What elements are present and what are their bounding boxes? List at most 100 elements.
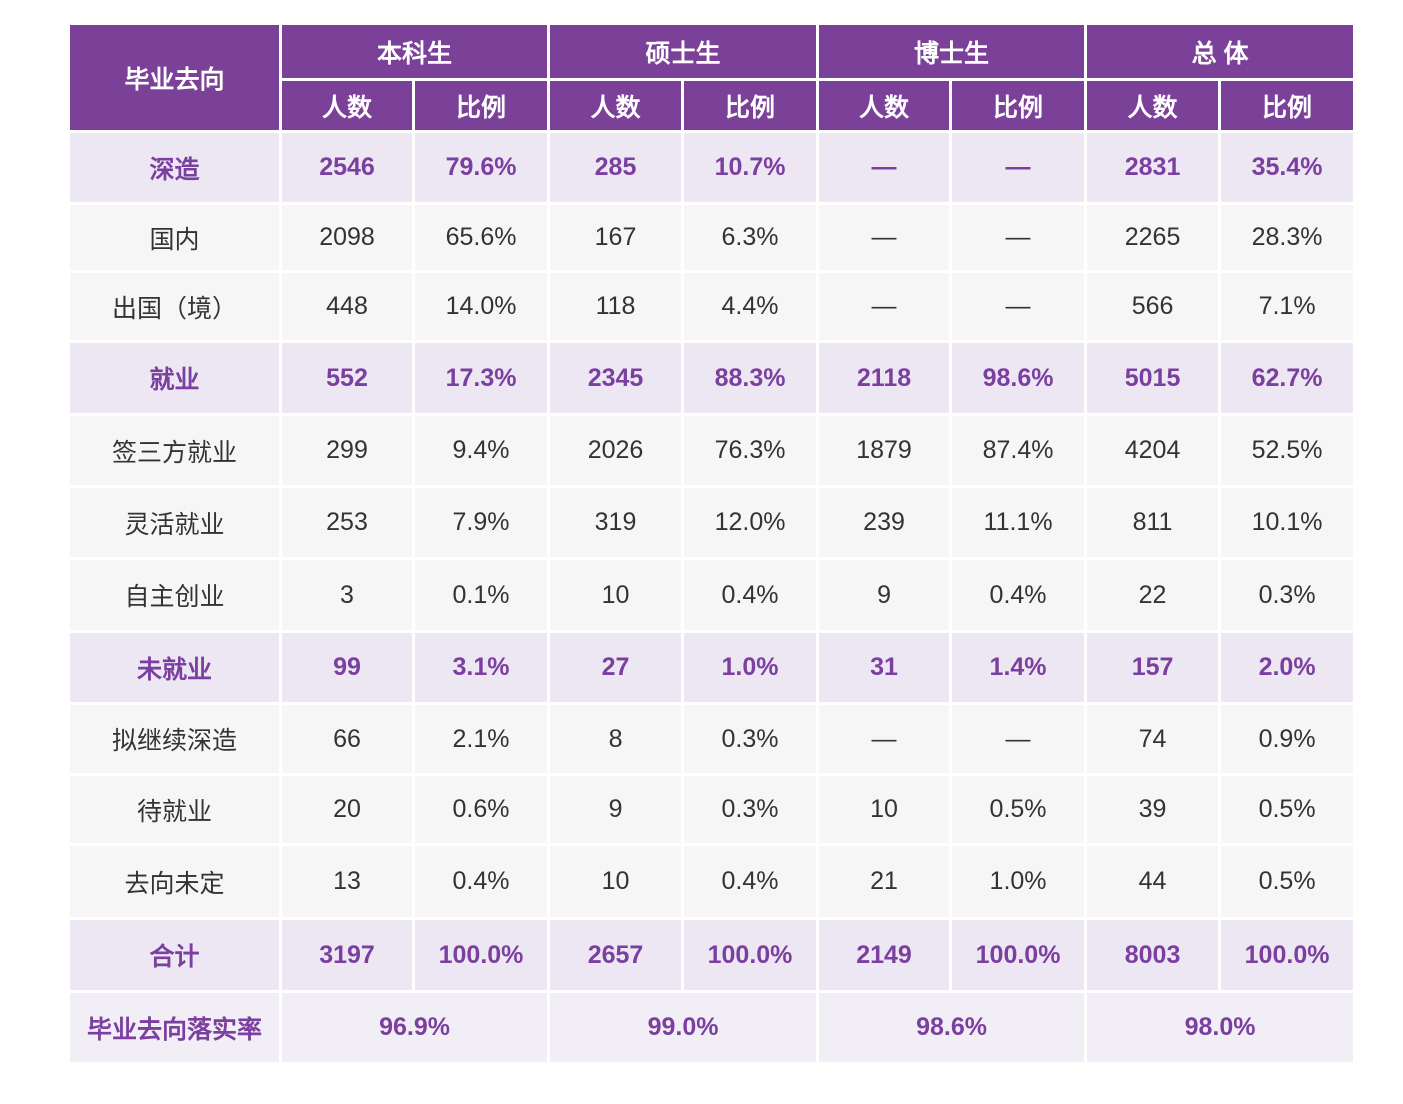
header-row: 毕业去向 本科生 硕士生 博士生总 体	[67, 22, 1357, 133]
cell: 0.1%	[411, 557, 551, 633]
cell: 1879	[816, 413, 953, 488]
rate-cell: 96.9%	[278, 990, 551, 1065]
row-label: 待就业	[67, 773, 282, 846]
data-row: 合计 3197 100.0% 2657 100.0% 2149 100.0% 8003 100.…	[67, 917, 1357, 993]
destination-table: 毕业去向 本科生 硕士生 博士生总 体 人数 比例 人数 比例 人数 比例 人数 比例 深造 254…	[67, 22, 1357, 1065]
cell: 2.0%	[1218, 630, 1357, 705]
cell: 88.3%	[681, 340, 820, 416]
cell: 0.3%	[1218, 557, 1357, 633]
cell: 2098	[279, 202, 415, 273]
cell: 3	[279, 557, 415, 633]
cell: 99	[279, 630, 415, 705]
cell: 44	[1084, 843, 1222, 920]
cell: 27	[547, 630, 685, 705]
cell: 22	[1084, 557, 1222, 633]
rate-row: 毕业去向落实率 96.9% 99.0% 98.6% 98.0%	[67, 990, 1357, 1065]
data-row: 签三方就业 299 9.4% 2026 76.3% 1879 87.4% 4204 52.5%	[67, 413, 1357, 488]
cell: 9	[547, 773, 685, 846]
corner-header: 毕业去向	[67, 22, 282, 133]
cell: 0.6%	[411, 773, 551, 846]
cell: 2118	[816, 340, 953, 416]
cell: 0.5%	[1218, 843, 1357, 920]
cell: —	[949, 202, 1088, 273]
sub-header: 人数	[279, 78, 415, 133]
sub-header: 比例	[681, 78, 820, 133]
cell: 14.0%	[411, 270, 551, 343]
data-row: 出国（境） 448 14.0% 118 4.4% — —566 7.1%	[67, 270, 1357, 343]
cell: 285	[547, 130, 685, 205]
row-label: 签三方就业	[67, 413, 282, 488]
cell: 66	[279, 702, 415, 776]
cell: 566	[1084, 270, 1222, 343]
cell: —	[949, 702, 1088, 776]
cell: 1.4%	[949, 630, 1088, 705]
cell: 79.6%	[411, 130, 551, 205]
cell: 6.3%	[681, 202, 820, 273]
cell: —	[816, 202, 953, 273]
cell: 10.1%	[1218, 485, 1357, 560]
cell: 0.4%	[681, 557, 820, 633]
cell: —	[949, 270, 1088, 343]
cell: 4.4%	[681, 270, 820, 343]
cell: 552	[279, 340, 415, 416]
cell: 2.1%	[411, 702, 551, 776]
cell: 448	[279, 270, 415, 343]
cell: 39	[1084, 773, 1222, 846]
cell: 7.1%	[1218, 270, 1357, 343]
cell: —	[816, 270, 953, 343]
cell: 167	[547, 202, 685, 273]
rate-cell: 98.0%	[1084, 990, 1357, 1065]
cell: 28.3%	[1218, 202, 1357, 273]
row-label: 灵活就业	[67, 485, 282, 560]
cell: 2026	[547, 413, 685, 488]
table-head: 毕业去向 本科生 硕士生 博士生总 体 人数 比例 人数 比例 人数 比例 人数 比例	[67, 22, 1357, 133]
cell: 2149	[816, 917, 953, 993]
group-header: 本科生	[278, 22, 551, 81]
cell: 10	[816, 773, 953, 846]
cell: —	[949, 130, 1088, 205]
cell: 17.3%	[411, 340, 551, 416]
cell: 319	[547, 485, 685, 560]
cell: 13	[279, 843, 415, 920]
row-label: 未就业	[67, 630, 282, 705]
sub-header: 比例	[949, 78, 1088, 133]
cell: 9.4%	[411, 413, 551, 488]
cell: 0.5%	[949, 773, 1088, 846]
cell: 10.7%	[681, 130, 820, 205]
subheader-row: 人数 比例 人数 比例 人数 比例 人数 比例	[69, 78, 1357, 133]
table-body: 深造 2546 79.6% 285 10.7% — —2831 35.4% 国内 2098 65.6…	[67, 130, 1357, 1065]
cell: 10	[547, 843, 685, 920]
cell: 299	[279, 413, 415, 488]
cell: 100.0%	[681, 917, 820, 993]
cell: 0.3%	[681, 702, 820, 776]
cell: 7.9%	[411, 485, 551, 560]
cell: 9	[816, 557, 953, 633]
cell: 239	[816, 485, 953, 560]
row-label: 毕业去向落实率	[67, 990, 282, 1065]
cell: 2546	[279, 130, 415, 205]
row-label: 出国（境）	[67, 270, 282, 343]
row-label: 自主创业	[67, 557, 282, 633]
row-label: 国内	[67, 202, 282, 273]
cell: 74	[1084, 702, 1222, 776]
cell: 3197	[279, 917, 415, 993]
row-label: 就业	[67, 340, 282, 416]
group-header: 硕士生	[547, 22, 820, 81]
cell: 157	[1084, 630, 1222, 705]
cell: 811	[1084, 485, 1222, 560]
data-row: 深造 2546 79.6% 285 10.7% — —2831 35.4%	[67, 130, 1357, 205]
row-label: 拟继续深造	[67, 702, 282, 776]
rate-cell: 99.0%	[547, 990, 820, 1065]
cell: 2265	[1084, 202, 1222, 273]
cell: 3.1%	[411, 630, 551, 705]
cell: 100.0%	[949, 917, 1088, 993]
cell: 10	[547, 557, 685, 633]
cell: 87.4%	[949, 413, 1088, 488]
cell: —	[816, 130, 953, 205]
cell: 62.7%	[1218, 340, 1357, 416]
data-row: 待就业 20 0.6% 9 0.3% 10 0.5% 39 0.5%	[67, 773, 1357, 846]
cell: —	[816, 702, 953, 776]
sub-header: 人数	[547, 78, 685, 133]
data-row: 自主创业 3 0.1% 10 0.4% 9 0.4% 22 0.3%	[67, 557, 1357, 633]
cell: 8003	[1084, 917, 1222, 993]
